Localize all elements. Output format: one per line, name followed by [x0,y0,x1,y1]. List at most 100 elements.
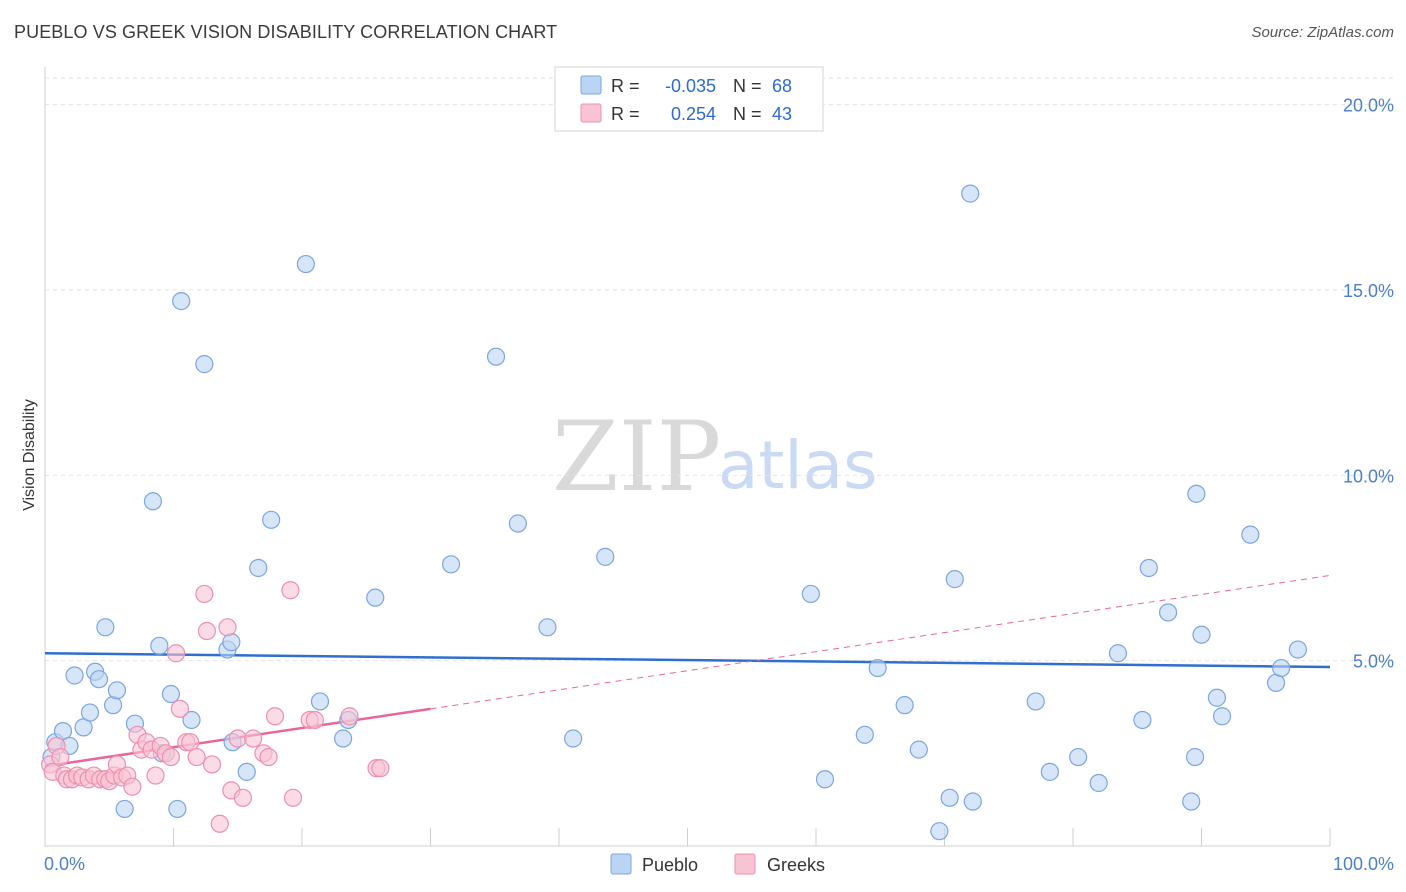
point-greeks [244,729,263,748]
point-pueblo [801,584,820,604]
point-greeks [202,755,222,774]
point-pueblo [1185,747,1205,767]
axes [44,67,1331,847]
point-pueblo [296,254,315,274]
legend-swatch-greeks [734,853,756,875]
legend-swatch-pueblo [580,75,602,95]
point-pueblo [161,684,181,704]
point-pueblo [1272,658,1291,678]
point-pueblo [143,492,163,511]
point-pueblo [1241,525,1260,544]
point-pueblo [945,570,964,589]
point-pueblo [107,681,127,700]
legend-swatch-pueblo [610,853,632,875]
stats-legend: R = -0.035 N = 68 R = 0.254 N = 43 [554,66,824,132]
y-axis-label: Vision Disability [21,399,38,511]
point-pueblo [249,558,268,578]
point-pueblo [895,696,914,715]
source-label: Source: ZipAtlas.com [1251,24,1394,41]
point-pueblo [441,555,461,574]
point-pueblo [486,347,506,366]
point-pueblo [168,799,187,819]
legend-label-greeks: Greeks [767,855,825,875]
legend-n-value: 68 [772,76,792,96]
y-tick-label: 20.0% [1343,96,1394,116]
point-pueblo [596,547,615,566]
gridlines [45,77,1394,662]
point-pueblo [1108,644,1128,663]
point-pueblo [89,670,109,689]
point-pueblo [1040,762,1059,781]
point-pueblo [1158,603,1178,622]
point-pueblo [1182,792,1201,811]
point-pueblo [182,710,201,730]
point-greeks [371,759,390,778]
x-tick-label-max: 100.0% [1333,854,1394,874]
trend-line-pueblo [44,652,1331,669]
legend-n-value: 43 [772,104,792,124]
point-greeks [123,777,142,796]
point-pueblo [868,658,887,678]
point-pueblo [96,618,115,637]
legend-r-label: R = [611,104,640,124]
point-pueblo [222,633,241,652]
legend-n-label: N = [733,104,762,124]
point-greeks [281,581,300,600]
point-pueblo [538,618,557,637]
series-legend: Pueblo Greeks [610,853,825,875]
data-points [41,184,1307,841]
legend-swatch-greeks [580,103,602,123]
point-pueblo [961,184,980,203]
point-pueblo [310,692,330,711]
point-greeks [228,729,247,748]
watermark-zip: ZIP [552,401,721,513]
legend-n-label: N = [733,76,762,96]
point-pueblo [940,788,959,807]
point-pueblo [930,822,949,841]
point-greeks [340,707,359,726]
point-pueblo [1187,484,1206,503]
y-tick-label: 10.0% [1343,466,1394,486]
point-pueblo [1089,773,1108,793]
point-greeks [305,710,324,730]
point-pueblo [80,703,100,722]
point-pueblo [195,355,214,374]
legend-r-label: R = [611,76,640,96]
point-pueblo [1139,558,1158,578]
point-greeks [259,747,278,767]
point-greeks [161,747,181,767]
x-tick-label-min: 0.0% [44,854,85,874]
point-pueblo [1133,710,1152,730]
point-greeks [210,814,229,833]
point-pueblo [815,770,835,789]
y-tick-label: 5.0% [1353,652,1394,672]
point-pueblo [262,510,281,529]
point-greeks [195,584,214,604]
y-tick-label: 15.0% [1343,281,1394,301]
point-greeks [166,644,186,663]
point-pueblo [65,666,84,685]
point-pueblo [237,762,256,781]
legend-label-pueblo: Pueblo [642,855,698,875]
watermark-atlas: atlas [718,427,878,504]
point-pueblo [172,292,191,311]
point-pueblo [508,514,527,533]
point-pueblo [1207,688,1227,707]
point-pueblo [564,729,583,748]
point-pueblo [855,725,874,744]
chart-title: PUEBLO VS GREEK VISION DISABILITY CORREL… [14,22,558,42]
point-greeks [265,707,285,726]
point-pueblo [150,636,169,655]
point-pueblo [1069,747,1088,767]
point-greeks [187,747,206,767]
trend-line-greeks-extension [430,574,1331,710]
point-pueblo [334,729,353,748]
point-pueblo [115,799,134,819]
point-greeks [197,621,217,641]
point-pueblo [1026,692,1045,711]
point-greeks [218,618,237,637]
point-greeks [51,747,70,767]
y-tick-labels: 5.0% 10.0% 15.0% 20.0% [1343,96,1394,672]
point-greeks [283,788,303,807]
legend-r-value: -0.035 [665,76,716,96]
